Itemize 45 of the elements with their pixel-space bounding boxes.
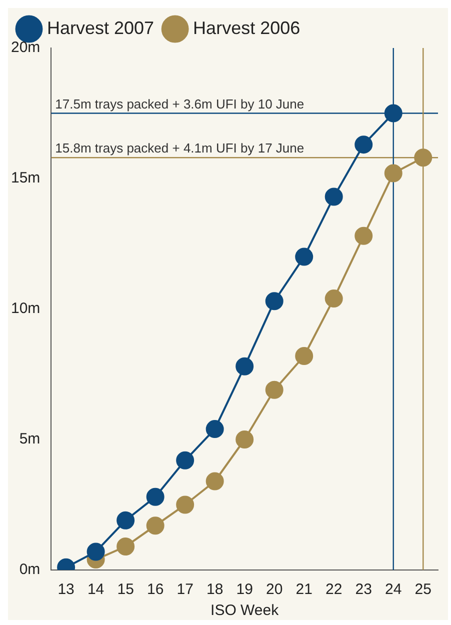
point [414, 148, 432, 167]
y-tick-label: 5m [19, 430, 40, 448]
point [206, 472, 224, 490]
ref-line-label: 17.5m trays packed + 3.6m UFI by 10 June [55, 96, 304, 112]
y-tick-label: 15m [10, 170, 40, 187]
x-tick-label: 15 [117, 581, 134, 598]
legend-label: Harvest 2006 [193, 18, 300, 38]
x-tick-label: 24 [385, 581, 402, 598]
point [116, 511, 135, 530]
x-tick-label: 18 [206, 581, 224, 598]
y-tick-label: 10m [10, 300, 40, 318]
x-tick-label: 13 [58, 581, 74, 598]
x-tick-label: 16 [146, 581, 164, 598]
point [116, 538, 135, 556]
point [384, 164, 402, 182]
point [236, 357, 254, 376]
x-tick-label: 14 [87, 581, 104, 598]
x-tick-label: 17 [176, 581, 194, 598]
point [265, 380, 284, 399]
point [236, 430, 254, 448]
x-tick-label: 25 [414, 581, 432, 598]
y-tick-label: 0m [19, 561, 40, 578]
point [265, 292, 284, 310]
point [176, 496, 194, 514]
point [176, 451, 194, 470]
point [295, 248, 314, 266]
legend-label: Harvest 2007 [47, 18, 154, 38]
point [295, 346, 314, 365]
point [146, 488, 164, 506]
x-tick-label: 22 [326, 581, 342, 598]
point [324, 290, 343, 308]
point [86, 542, 105, 561]
point [146, 516, 164, 535]
point [354, 226, 373, 245]
x-axis-title: ISO Week [210, 602, 280, 620]
point [206, 420, 224, 438]
x-tick-label: 21 [296, 581, 312, 598]
ref-line-label: 15.8m trays packed + 4.1m UFI by 17 June [55, 140, 304, 156]
x-tick-label: 23 [355, 581, 372, 598]
point [384, 104, 402, 122]
y-tick-label: 20m [10, 39, 40, 56]
x-tick-label: 19 [236, 581, 253, 598]
point [354, 136, 373, 154]
x-tick-label: 20 [266, 581, 283, 598]
point [324, 188, 343, 206]
